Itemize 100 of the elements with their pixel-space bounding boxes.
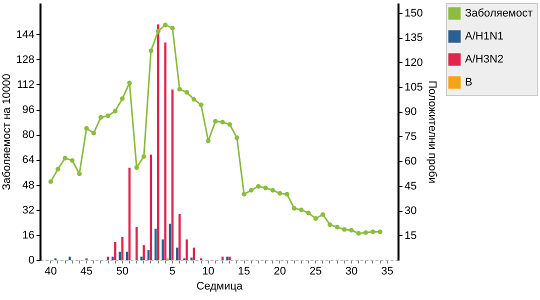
bar: [112, 256, 114, 260]
bar: [128, 168, 131, 260]
legend-label: A/H1N1: [465, 30, 504, 42]
point: [198, 102, 204, 108]
bar: [140, 256, 142, 260]
y-tick-label: 0: [28, 254, 34, 266]
point: [112, 108, 118, 114]
point: [313, 216, 318, 221]
x-tick-label: 10: [202, 266, 214, 278]
point: [370, 229, 376, 234]
point: [98, 115, 104, 120]
y2-tick-label: 150: [404, 7, 423, 20]
point: [148, 48, 154, 54]
point: [48, 179, 54, 184]
y-tick-label: 80: [22, 129, 34, 142]
x-tick-label: 5: [169, 266, 176, 278]
point: [84, 126, 89, 131]
x-tick-label: 40: [44, 266, 57, 278]
y2-tick-label: 135: [404, 32, 423, 44]
x-axis-title: Седмица: [196, 280, 244, 292]
point: [134, 165, 140, 170]
y2-tick-label: 75: [404, 130, 417, 143]
y2-tick-label: 45: [404, 180, 417, 192]
point: [156, 28, 160, 34]
bar: [142, 245, 145, 260]
y-tick-label: 96: [22, 104, 34, 116]
point: [213, 118, 218, 124]
bar: [147, 250, 150, 260]
y-tick-label: 144: [16, 28, 34, 41]
legend-label: B: [465, 76, 472, 88]
y-tick-label: 16: [22, 229, 34, 242]
point: [227, 122, 232, 127]
y-tick-label: 112: [16, 78, 34, 91]
x-tick-label: 50: [116, 266, 128, 278]
bar: [186, 239, 188, 260]
x-tick-label: 20: [274, 266, 286, 278]
point: [170, 26, 175, 30]
point: [77, 171, 82, 176]
point: [278, 191, 282, 196]
bar: [162, 239, 164, 260]
point: [70, 158, 75, 163]
point: [162, 22, 168, 28]
point: [349, 228, 354, 233]
point: [234, 135, 240, 140]
point: [263, 186, 268, 190]
bar: [164, 42, 166, 260]
point: [284, 192, 290, 197]
point: [91, 130, 96, 136]
y2-tick-label: 105: [404, 82, 423, 94]
y-tick-label: 32: [22, 204, 34, 216]
y2-tick-label: 30: [404, 205, 417, 218]
point: [342, 227, 347, 232]
bar: [228, 256, 231, 260]
point: [141, 154, 146, 159]
y-tick-label: 48: [22, 179, 34, 192]
point: [220, 120, 225, 124]
point: [184, 90, 190, 95]
point: [292, 206, 297, 211]
legend-label: Заболяемост: [465, 8, 533, 20]
point: [378, 229, 382, 234]
bar: [226, 256, 228, 260]
point: [334, 224, 340, 230]
point: [206, 138, 211, 144]
point: [56, 166, 60, 172]
x-tick-label: 25: [310, 266, 322, 278]
bar: [154, 228, 157, 260]
y-axis-title: Заболяемост на 10000: [1, 74, 14, 190]
point: [127, 80, 132, 86]
y2-axis-title: Положителни проби: [426, 80, 438, 184]
bar: [136, 227, 138, 260]
y2-tick-label: 60: [404, 156, 417, 168]
bar: [176, 248, 178, 260]
x-tick-label: 35: [381, 266, 394, 278]
y2-tick-label: 120: [404, 56, 423, 69]
point: [328, 222, 332, 228]
y2-tick-label: 15: [404, 230, 417, 242]
y-tick-label: 128: [16, 54, 34, 66]
bar: [171, 89, 174, 260]
point: [306, 210, 311, 216]
point: [270, 188, 276, 193]
bar: [192, 248, 196, 260]
bar: [106, 256, 110, 260]
x-tick-label: 45: [80, 266, 93, 278]
y2-tick-label: 90: [404, 106, 417, 118]
point: [120, 96, 125, 101]
y-tick-label: 64: [22, 154, 34, 166]
bar: [121, 236, 124, 260]
point: [298, 208, 304, 212]
x-tick-label: 15: [238, 266, 250, 278]
point: [106, 113, 110, 118]
bar: [150, 154, 152, 260]
point: [242, 192, 246, 197]
bar: [114, 242, 116, 260]
point: [320, 212, 326, 217]
x-tick-label: 30: [345, 266, 358, 278]
bar: [178, 214, 181, 260]
point: [192, 97, 196, 102]
legend-label: A/H3N2: [465, 54, 504, 66]
point: [177, 86, 182, 92]
bar: [221, 256, 224, 260]
